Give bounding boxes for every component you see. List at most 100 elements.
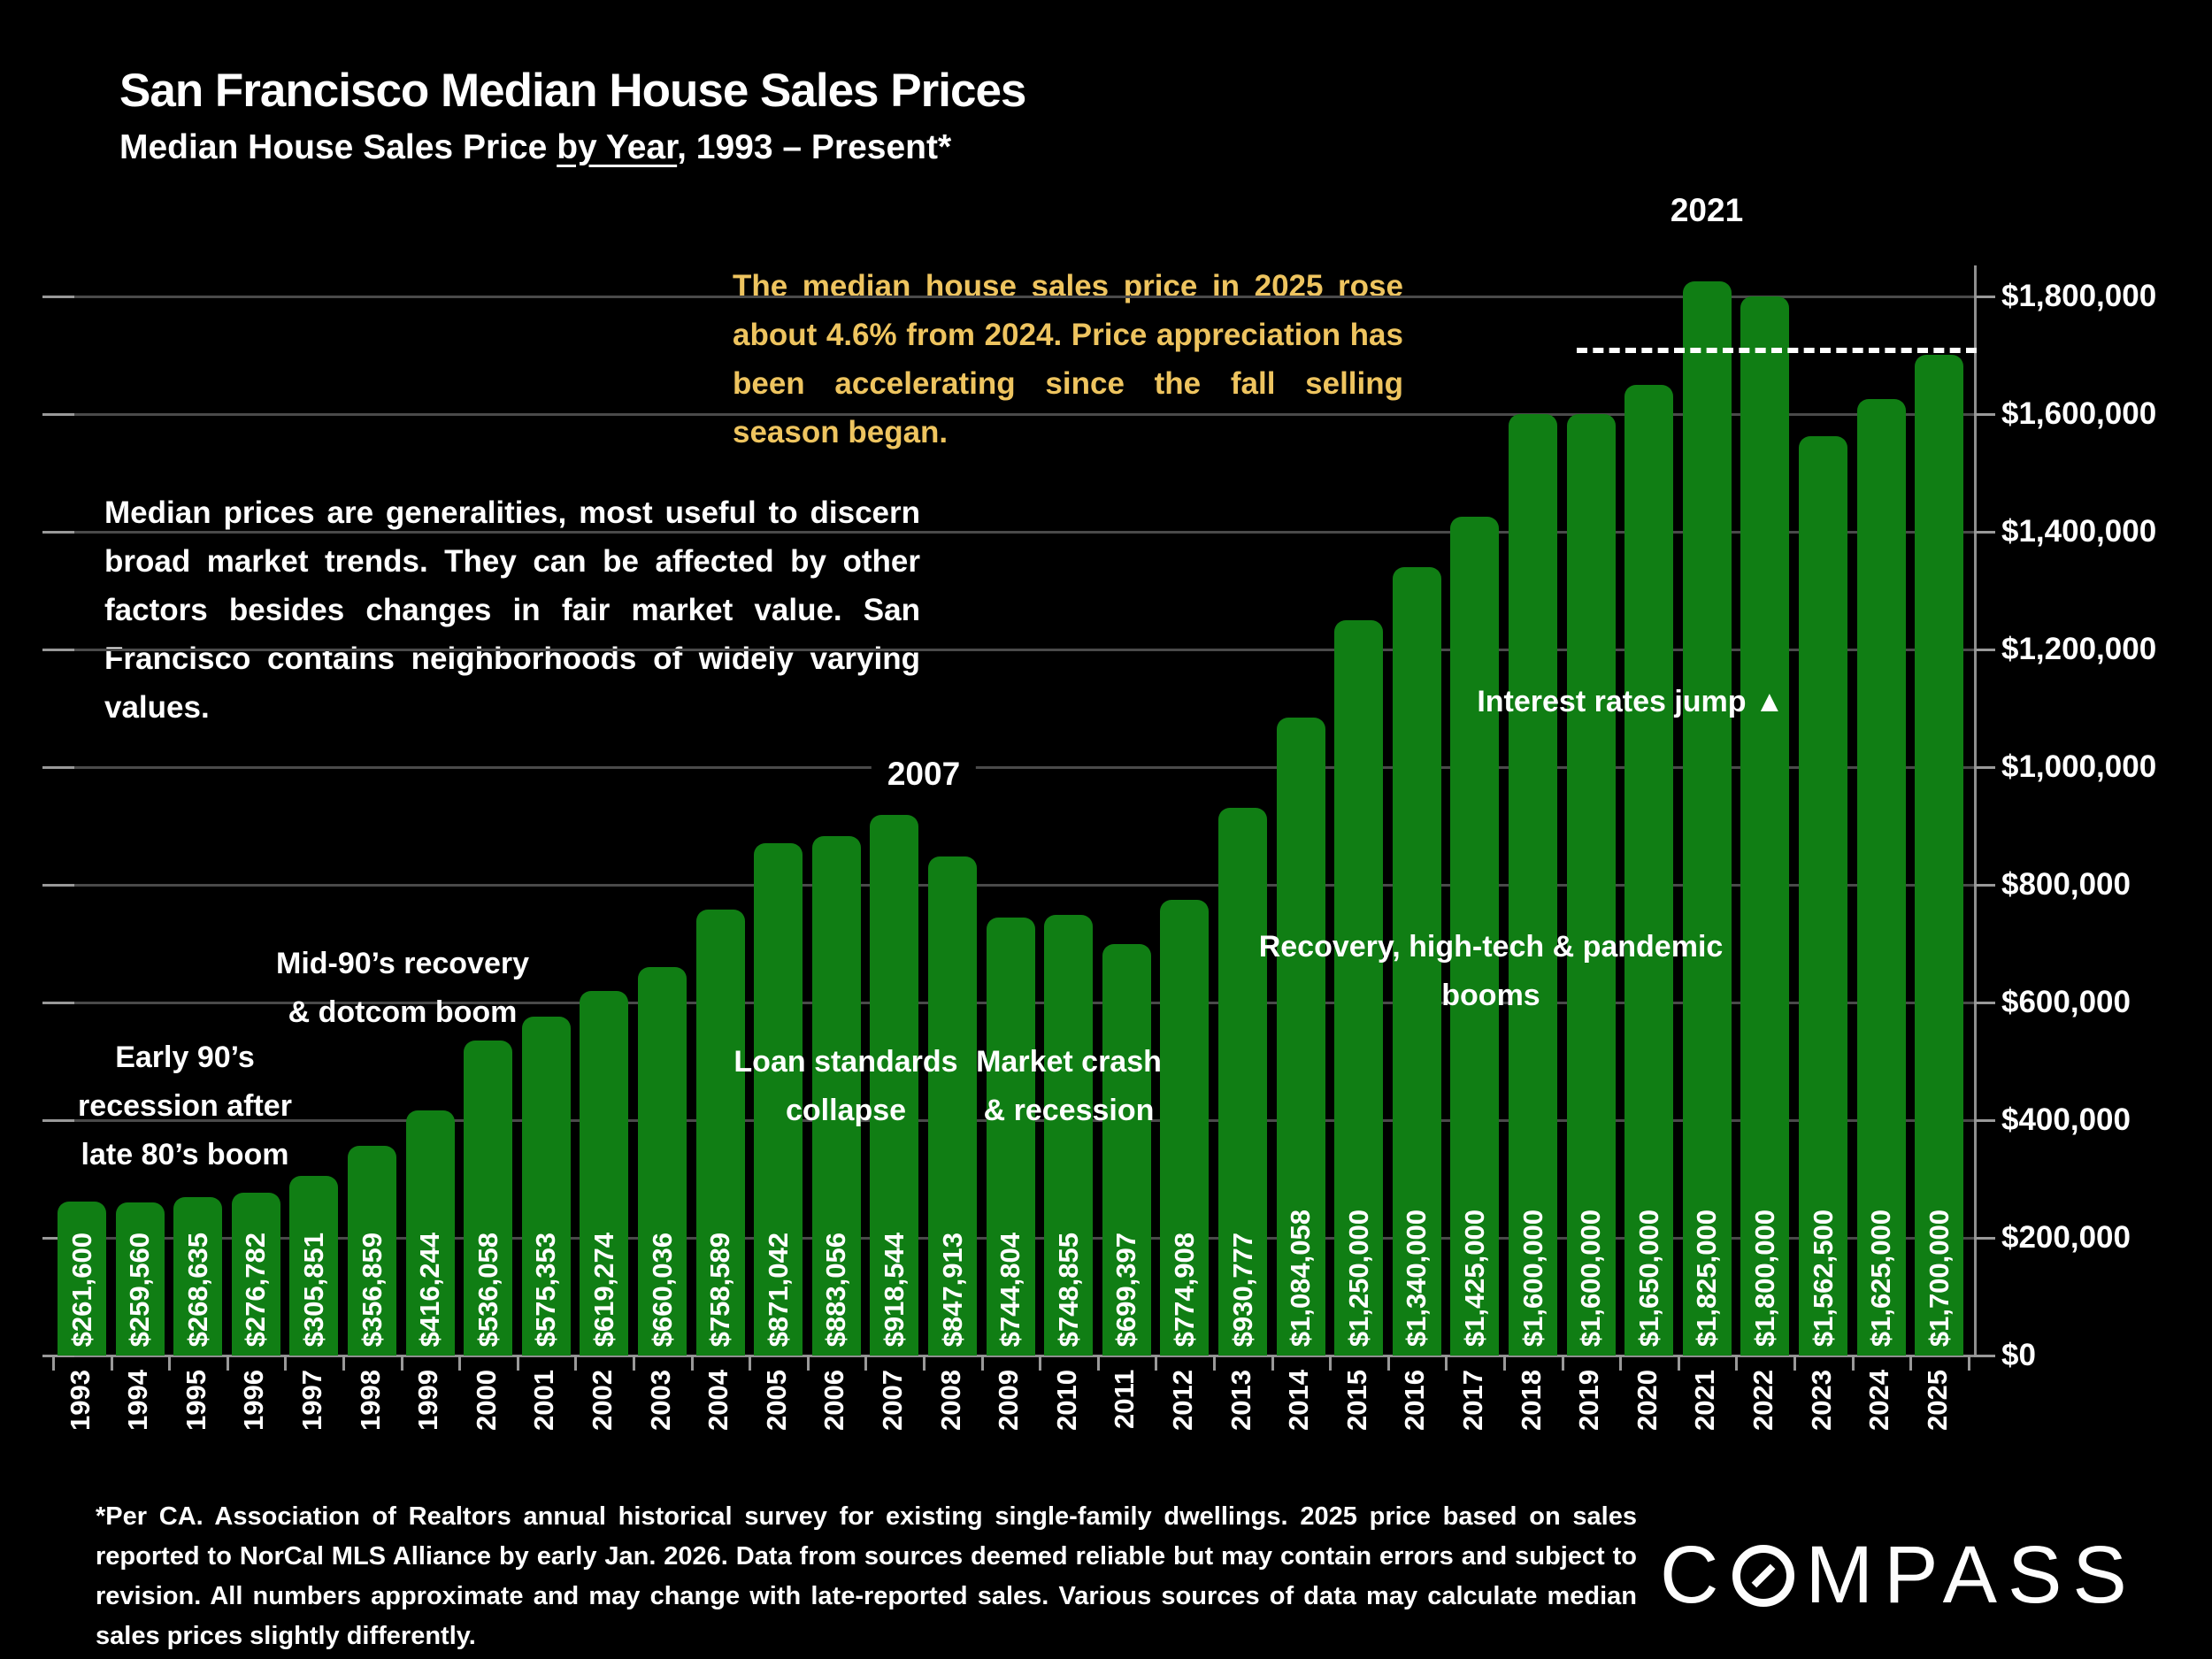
year-label: 2015 bbox=[1340, 1370, 1372, 1431]
year-label: 1995 bbox=[180, 1370, 211, 1431]
x-axis-tick bbox=[1155, 1356, 1158, 1371]
gridline bbox=[44, 413, 1975, 416]
y-axis-label: $400,000 bbox=[2001, 1102, 2131, 1137]
y-axis-tick-left bbox=[42, 1355, 74, 1357]
y-axis-tick-left bbox=[42, 649, 74, 651]
year-label: 1993 bbox=[64, 1370, 96, 1431]
bar: $918,544 bbox=[870, 815, 919, 1356]
callout-momentum: The median house sales price in 2025 ros… bbox=[733, 269, 1403, 449]
x-axis-tick bbox=[284, 1356, 288, 1371]
bar: $575,353 bbox=[521, 1017, 571, 1356]
bar-value-label: $918,544 bbox=[878, 1232, 910, 1347]
annotation-recovery-booms: Recovery, high-tech & pandemic booms bbox=[1258, 930, 1724, 1012]
compass-logo: C MPASS bbox=[1660, 1529, 2138, 1622]
y-axis-tick-left bbox=[42, 296, 74, 298]
x-axis-tick bbox=[1386, 1356, 1390, 1371]
year-label: 1994 bbox=[122, 1370, 154, 1431]
x-axis-tick bbox=[1735, 1356, 1739, 1371]
bar-value-label: $758,589 bbox=[704, 1232, 736, 1347]
gridline bbox=[44, 649, 1975, 651]
bar-value-label: $774,908 bbox=[1168, 1232, 1200, 1347]
bar: $356,859 bbox=[348, 1146, 396, 1356]
year-label: 2023 bbox=[1805, 1370, 1837, 1431]
y-axis-line bbox=[1974, 265, 1977, 1357]
year-label: 2000 bbox=[470, 1370, 502, 1431]
bar: $268,635 bbox=[173, 1197, 223, 1356]
bar-value-label: $744,804 bbox=[995, 1232, 1026, 1347]
bar: $758,589 bbox=[695, 910, 745, 1356]
bar: $748,855 bbox=[1044, 915, 1094, 1356]
x-axis-tick bbox=[1503, 1356, 1506, 1371]
gridline bbox=[44, 766, 1975, 769]
y-axis-label: $1,400,000 bbox=[2001, 514, 2157, 549]
y-axis-tick-right bbox=[1974, 1119, 1995, 1122]
note-generalities: Median prices are generalities, most use… bbox=[104, 495, 920, 725]
x-axis-tick bbox=[574, 1356, 578, 1371]
year-label: 2003 bbox=[644, 1370, 676, 1431]
x-axis-tick bbox=[690, 1356, 694, 1371]
x-axis-tick bbox=[806, 1356, 810, 1371]
bar: $1,825,000 bbox=[1682, 281, 1732, 1356]
bar-value-label: $575,353 bbox=[530, 1232, 562, 1347]
x-axis-tick bbox=[923, 1356, 926, 1371]
x-axis-tick bbox=[1329, 1356, 1333, 1371]
y-axis-tick-right bbox=[1974, 649, 1995, 651]
bar-value-label: $259,560 bbox=[124, 1232, 156, 1347]
bar-value-label: $930,777 bbox=[1226, 1232, 1258, 1347]
x-axis-tick bbox=[1909, 1356, 1913, 1371]
bar-value-label: $1,800,000 bbox=[1748, 1209, 1780, 1347]
bar-value-label: $871,042 bbox=[762, 1232, 794, 1347]
bar: $871,042 bbox=[754, 843, 803, 1356]
bar: $1,700,000 bbox=[1915, 355, 1964, 1356]
subtitle-underlined: by Year bbox=[557, 128, 678, 166]
bar: $847,913 bbox=[928, 856, 977, 1356]
bar: $744,804 bbox=[986, 918, 1035, 1356]
y-axis-label: $800,000 bbox=[2001, 867, 2131, 902]
y-axis-tick-right bbox=[1974, 296, 1995, 298]
gridline bbox=[44, 531, 1975, 534]
y-axis-tick-right bbox=[1974, 884, 1995, 887]
x-axis-tick bbox=[633, 1356, 635, 1371]
y-axis-tick-left bbox=[42, 766, 74, 769]
bar: $883,056 bbox=[811, 836, 861, 1356]
annotation-peak-2021: 2021 bbox=[1670, 192, 1744, 228]
annotation-loan-standards: Loan standards collapse bbox=[733, 1045, 958, 1127]
year-label: 2005 bbox=[760, 1370, 792, 1431]
year-label: 2012 bbox=[1166, 1370, 1198, 1431]
bar-value-label: $1,340,000 bbox=[1401, 1209, 1432, 1347]
x-axis-tick bbox=[226, 1356, 229, 1371]
bar-value-label: $1,600,000 bbox=[1517, 1209, 1548, 1347]
bar: $1,600,000 bbox=[1509, 414, 1557, 1356]
y-axis-label: $600,000 bbox=[2001, 985, 2131, 1019]
bar: $1,425,000 bbox=[1450, 517, 1500, 1356]
year-label: 1996 bbox=[238, 1370, 270, 1431]
logo-text-mpass: MPASS bbox=[1805, 1530, 2138, 1620]
bar-value-label: $536,058 bbox=[472, 1232, 503, 1347]
gridline bbox=[44, 884, 1975, 887]
y-axis-tick-left bbox=[42, 1119, 74, 1122]
y-axis-tick-right bbox=[1974, 1355, 1995, 1357]
bar-value-label: $660,036 bbox=[646, 1232, 678, 1347]
bar: $1,250,000 bbox=[1334, 620, 1384, 1356]
bar: $1,600,000 bbox=[1566, 414, 1616, 1356]
annotation-peak-2007: 2007 bbox=[871, 753, 977, 795]
x-axis-tick bbox=[749, 1356, 752, 1371]
y-axis-label: $1,200,000 bbox=[2001, 632, 2157, 666]
bar: $416,244 bbox=[405, 1110, 455, 1356]
y-axis-tick-right bbox=[1974, 1237, 1995, 1240]
x-axis-tick bbox=[458, 1356, 462, 1371]
bar-value-label: $1,625,000 bbox=[1865, 1209, 1897, 1347]
year-label: 2001 bbox=[528, 1370, 560, 1431]
bar: $619,274 bbox=[580, 991, 629, 1356]
year-label: 1999 bbox=[412, 1370, 444, 1431]
year-label: 2009 bbox=[993, 1370, 1025, 1431]
year-label: 2002 bbox=[586, 1370, 618, 1431]
bar-value-label: $1,825,000 bbox=[1691, 1209, 1723, 1347]
bar-value-label: $1,084,058 bbox=[1285, 1209, 1317, 1347]
bar: $660,036 bbox=[638, 967, 687, 1356]
bar: $930,777 bbox=[1218, 808, 1267, 1356]
bar: $1,625,000 bbox=[1856, 399, 1906, 1356]
bar: $1,084,058 bbox=[1276, 718, 1325, 1356]
x-axis-tick bbox=[52, 1356, 55, 1371]
x-axis-line bbox=[44, 1355, 1995, 1357]
